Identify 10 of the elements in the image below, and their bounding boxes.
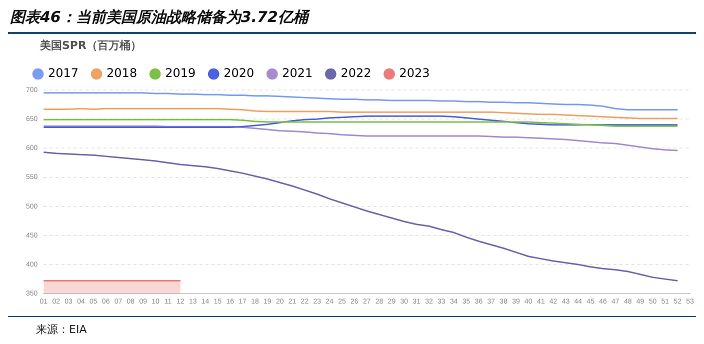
y-axis-title: 美国SPR（百万桶） [40, 38, 142, 53]
legend-label: 2020 [224, 66, 254, 80]
legend-label: 2022 [340, 66, 372, 80]
legend-label: 2018 [106, 66, 138, 80]
chart-title: 图表46：当前美国原油战略储备为3.72亿桶 [10, 8, 308, 27]
legend-label: 2017 [48, 66, 79, 80]
legend-label: 2021 [282, 66, 313, 80]
source-note: 来源：EIA [36, 322, 87, 337]
legend-label: 2023 [399, 66, 430, 80]
legend-label: 2019 [165, 66, 196, 80]
